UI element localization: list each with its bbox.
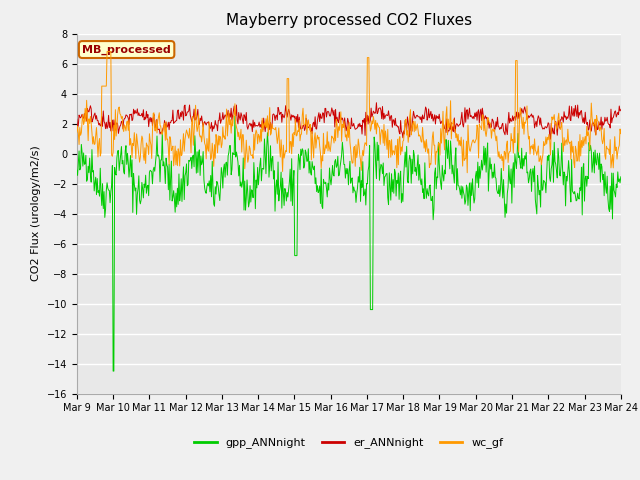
Text: MB_processed: MB_processed [82, 44, 171, 55]
Legend: gpp_ANNnight, er_ANNnight, wc_gf: gpp_ANNnight, er_ANNnight, wc_gf [190, 433, 508, 453]
Title: Mayberry processed CO2 Fluxes: Mayberry processed CO2 Fluxes [226, 13, 472, 28]
Y-axis label: CO2 Flux (urology/m2/s): CO2 Flux (urology/m2/s) [31, 146, 41, 281]
